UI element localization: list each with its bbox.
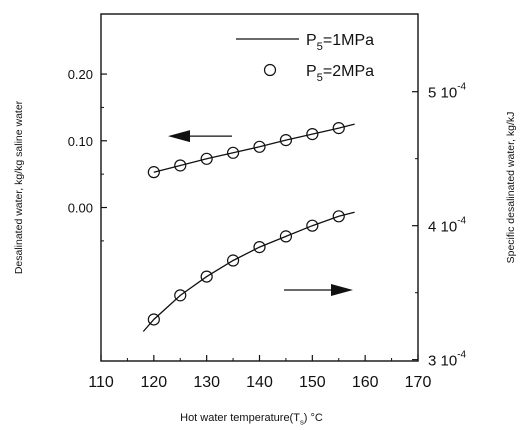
x-tick-label: 160 <box>352 374 379 391</box>
x-tick-label: 120 <box>140 374 167 391</box>
y-right-tick-label: 3 10-4 <box>428 350 467 370</box>
left-axis-arrow-head <box>168 130 190 143</box>
series-2-marker <box>147 313 160 326</box>
series-2-marker <box>306 219 319 232</box>
y-left-tick-label: 0.00 <box>68 201 93 216</box>
x-tick-label: 140 <box>246 374 273 391</box>
y-left-tick-label: 0.10 <box>68 134 93 149</box>
x-tick-label: 170 <box>405 374 432 391</box>
series-2-marker <box>200 270 213 283</box>
series-1-marker <box>332 122 345 135</box>
series-1-marker <box>306 128 319 141</box>
series-2-marker <box>226 254 240 267</box>
series-1-marker <box>147 166 160 179</box>
x-axis-title: Hot water temperature(Ts) °C <box>180 412 323 427</box>
series-1-marker <box>253 140 266 153</box>
series-2-marker <box>174 289 187 302</box>
right-axis-arrow-head <box>331 283 353 296</box>
x-tick-label: 110 <box>88 374 114 391</box>
y-right-tick-label: 4 10-4 <box>428 216 467 236</box>
y-left-tick-label: 0.20 <box>68 67 93 82</box>
series-1-marker <box>226 146 240 159</box>
legend-label-1: P5=1MPa <box>306 32 374 53</box>
series-1-marker <box>279 134 293 147</box>
chart-marks: 110 120 130 140 150 160 170 0.20 0.10 0.00 5 10-4 4… <box>13 32 517 427</box>
series-1-marker <box>174 159 187 172</box>
series-2-marker <box>332 210 345 223</box>
series-1-marker <box>200 152 213 165</box>
series-2-marker <box>253 241 266 254</box>
series-2-line <box>142 211 355 332</box>
x-tick-label: 130 <box>193 374 220 391</box>
y-right-axis-title: Specific desalinated water, kg/kJ <box>505 112 517 264</box>
legend-marker-swatch <box>263 63 277 77</box>
series-1-line <box>153 123 355 173</box>
y-right-tick-label: 5 10-4 <box>428 82 467 102</box>
series-2-marker <box>279 230 293 243</box>
y-left-axis-title: Desalinated water, kg/kg saline water <box>13 100 25 274</box>
x-tick-label: 150 <box>299 374 326 391</box>
legend-label-2: P5=2MPa <box>306 63 374 84</box>
